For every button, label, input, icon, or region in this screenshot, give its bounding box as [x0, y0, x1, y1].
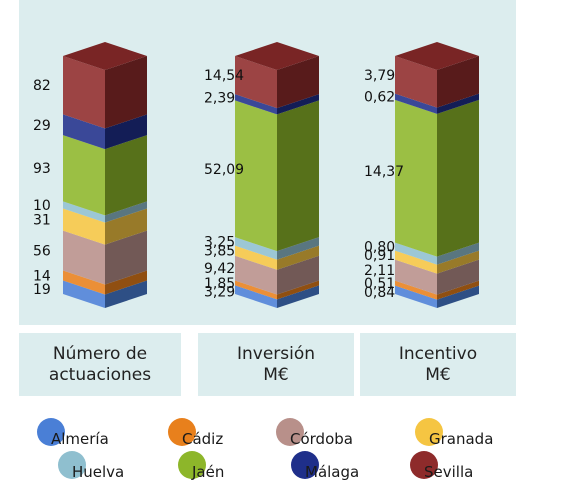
data-label: 0,62	[364, 90, 395, 106]
legend-swatch	[37, 418, 65, 446]
data-label: 19	[33, 282, 51, 298]
legend-label: Cádiz	[182, 430, 224, 448]
data-label: 1,85	[204, 276, 235, 292]
data-label: 31	[33, 213, 51, 229]
data-label: 2,39	[204, 90, 235, 106]
data-label: 10	[33, 198, 51, 214]
data-label: 0,84	[364, 285, 395, 301]
bar-2-jaén-right-face	[437, 99, 479, 257]
bar-1-málaga-left-face	[235, 94, 277, 115]
legend-swatch	[410, 451, 438, 479]
bar-0-cádiz-left-face	[63, 270, 105, 295]
bar-1-sevilla-right-face	[277, 56, 319, 109]
data-label: 14	[33, 268, 51, 284]
bar-1-málaga-right-face	[277, 94, 319, 115]
legend-label: Sevilla	[424, 463, 474, 481]
legend-swatch	[178, 451, 206, 479]
bar-1-jaén-right-face	[277, 100, 319, 252]
data-label: 9,42	[204, 261, 235, 277]
legend-swatch	[291, 451, 319, 479]
data-label: 2,11	[364, 263, 395, 279]
bar-2-top-cap	[395, 42, 479, 70]
bar-1-cádiz-left-face	[235, 280, 277, 300]
data-label: 93	[33, 161, 51, 177]
bar-2-almería-left-face	[395, 285, 437, 308]
bar-2-cádiz-left-face	[395, 280, 437, 300]
data-label: 3,79	[364, 68, 395, 84]
legend-label: Córdoba	[290, 430, 353, 448]
bar-1-almería-right-face	[277, 285, 319, 308]
bar-2-huelva-right-face	[437, 242, 479, 265]
legend-swatch	[276, 418, 304, 446]
bar-1-sevilla-left-face	[235, 56, 277, 109]
bar-0-almería-left-face	[63, 280, 105, 308]
bar-1-granada-right-face	[277, 245, 319, 270]
legend-swatch	[168, 418, 196, 446]
bar-2-córdoba-right-face	[437, 259, 479, 295]
legend-label: Huelva	[72, 463, 125, 481]
bar-0-sevilla-right-face	[105, 56, 147, 129]
category-label-actuaciones: Número de actuaciones	[19, 333, 181, 396]
data-label: 14,37	[364, 164, 404, 180]
legend-label: Granada	[429, 430, 494, 448]
bar-0-top-cap	[63, 42, 147, 70]
category-label-incentivo: Incentivo M€	[360, 333, 516, 396]
bar-0-sevilla-left-face	[63, 56, 105, 129]
bar-2-huelva-left-face	[395, 242, 437, 265]
data-label: 56	[33, 244, 51, 260]
bar-2-málaga-right-face	[437, 93, 479, 114]
bar-1-córdoba-left-face	[235, 255, 277, 295]
bar-2-jaén-left-face	[395, 99, 437, 257]
bar-0-granada-left-face	[63, 208, 105, 245]
data-label: 82	[33, 78, 51, 94]
bar-0-jaén-right-face	[105, 135, 147, 216]
bar-0-córdoba-left-face	[63, 230, 105, 285]
bar-2-córdoba-left-face	[395, 259, 437, 295]
bar-1-huelva-left-face	[235, 237, 277, 260]
bar-0-cádiz-right-face	[105, 270, 147, 295]
data-label: 3,29	[204, 285, 235, 301]
data-label: 29	[33, 118, 51, 134]
data-label: 0,91	[364, 248, 395, 264]
bar-1-jaén-left-face	[235, 100, 277, 252]
bar-1-córdoba-right-face	[277, 255, 319, 295]
data-label: 0,80	[364, 240, 395, 256]
data-label: 0,51	[364, 276, 395, 292]
bar-2-almería-right-face	[437, 285, 479, 308]
bar-0-huelva-left-face	[63, 201, 105, 223]
bar-0-málaga-left-face	[63, 114, 105, 150]
bar-1-top-cap	[235, 42, 319, 70]
category-label-inversion: Inversión M€	[198, 333, 354, 396]
chart-panel: 19 14 56 31 10 93 29 82 3,29 1,85 9,42 3,85 3,25 52,0…	[19, 0, 516, 325]
legend-swatch	[415, 418, 443, 446]
legend-label: Almería	[51, 430, 109, 448]
data-label: 3,85	[204, 244, 235, 260]
bar-0-málaga-right-face	[105, 114, 147, 150]
data-label: 14,54	[204, 68, 244, 84]
legend-label: Jaén	[192, 463, 225, 481]
bar-1-cádiz-right-face	[277, 280, 319, 300]
data-label: 3,25	[204, 234, 235, 250]
bar-1-almería-left-face	[235, 285, 277, 308]
bar-0-almería-right-face	[105, 280, 147, 308]
bar-0-córdoba-right-face	[105, 230, 147, 285]
legend-swatch	[58, 451, 86, 479]
bar-0-granada-right-face	[105, 208, 147, 245]
bar-2-málaga-left-face	[395, 93, 437, 114]
bar-0-huelva-right-face	[105, 201, 147, 223]
legend-label: Málaga	[305, 463, 360, 481]
bar-1-huelva-right-face	[277, 237, 319, 260]
bar-2-granada-right-face	[437, 250, 479, 274]
data-label: 52,09	[204, 162, 244, 178]
bar-2-sevilla-left-face	[395, 56, 437, 108]
bar-2-cádiz-right-face	[437, 280, 479, 300]
bar-0-jaén-left-face	[63, 135, 105, 216]
bar-1-granada-left-face	[235, 245, 277, 270]
bar-2-sevilla-right-face	[437, 56, 479, 108]
bar-2-granada-left-face	[395, 250, 437, 274]
legend: Almería Cádiz Córdoba Granada Huelva Jaén Mála…	[0, 410, 565, 481]
